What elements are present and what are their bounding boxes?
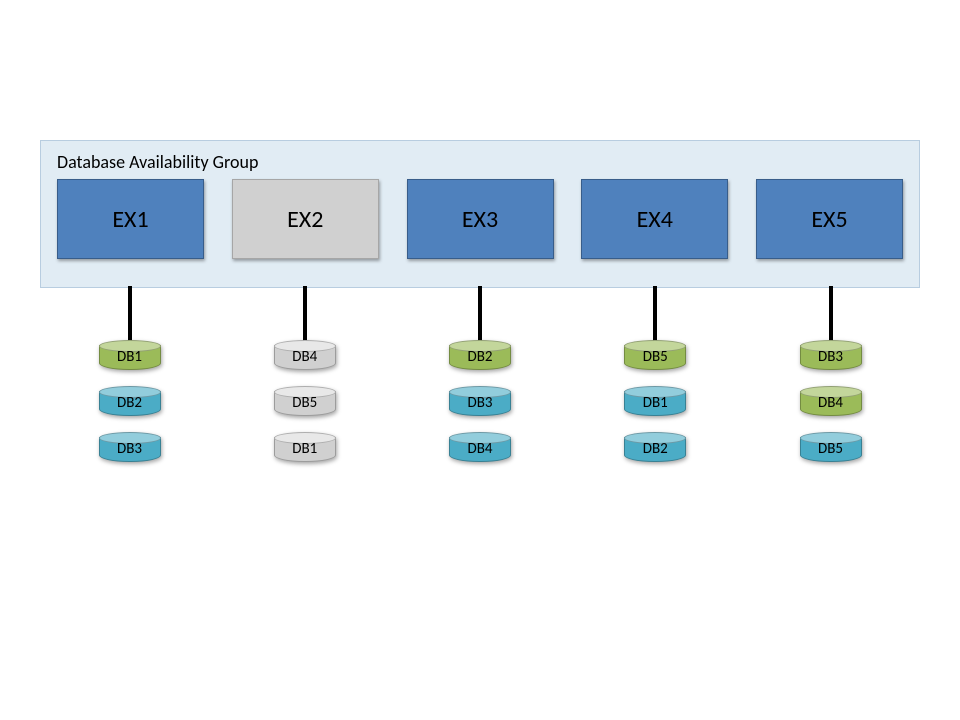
server-label: EX2 xyxy=(287,205,323,234)
database-cylinder: DB5 xyxy=(624,340,686,370)
db-stack-ex3: DB2 DB3 DB4 xyxy=(449,340,511,462)
server-box-ex4: EX4 xyxy=(581,179,728,259)
db-stack-ex2: DB4 DB5 DB1 xyxy=(274,340,336,462)
database-cylinder: DB1 xyxy=(99,340,161,370)
dag-container: Database Availability Group EX1 EX2 EX3 EX4… xyxy=(40,140,920,288)
database-cylinder: DB4 xyxy=(449,432,511,462)
database-label: DB3 xyxy=(449,394,511,412)
db-stack-ex5: DB3 DB4 DB5 xyxy=(800,340,862,462)
database-label: DB2 xyxy=(99,394,161,412)
server-box-ex5: EX5 xyxy=(756,179,903,259)
servers-row: EX1 EX2 EX3 EX4 EX5 xyxy=(57,179,903,259)
database-cylinder: DB3 xyxy=(99,432,161,462)
connector-line xyxy=(829,286,833,348)
database-label: DB5 xyxy=(800,440,862,458)
server-box-ex1: EX1 xyxy=(57,179,204,259)
connector-line xyxy=(303,286,307,348)
database-cylinder: DB3 xyxy=(800,340,862,370)
database-cylinder: DB4 xyxy=(800,386,862,416)
server-box-ex3: EX3 xyxy=(407,179,554,259)
database-label: DB1 xyxy=(274,440,336,458)
server-label: EX5 xyxy=(811,205,847,234)
database-label: DB5 xyxy=(274,394,336,412)
database-cylinder: DB2 xyxy=(624,432,686,462)
dag-title: Database Availability Group xyxy=(57,151,903,173)
database-label: DB3 xyxy=(99,440,161,458)
database-label: DB4 xyxy=(449,440,511,458)
server-box-ex2: EX2 xyxy=(232,179,379,259)
database-label: DB2 xyxy=(449,348,511,366)
db-stack-ex1: DB1 DB2 DB3 xyxy=(99,340,161,462)
database-label: DB1 xyxy=(99,348,161,366)
database-label: DB4 xyxy=(274,348,336,366)
database-cylinder: DB2 xyxy=(449,340,511,370)
database-cylinder: DB5 xyxy=(274,386,336,416)
db-stack-ex4: DB5 DB1 DB2 xyxy=(624,340,686,462)
database-cylinder: DB4 xyxy=(274,340,336,370)
server-label: EX1 xyxy=(112,205,148,234)
database-cylinder: DB1 xyxy=(624,386,686,416)
database-label: DB5 xyxy=(624,348,686,366)
connector-line xyxy=(478,286,482,348)
server-label: EX3 xyxy=(462,205,498,234)
database-label: DB3 xyxy=(800,348,862,366)
connector-line xyxy=(128,286,132,348)
database-cylinder: DB1 xyxy=(274,432,336,462)
database-cylinder: DB2 xyxy=(99,386,161,416)
server-label: EX4 xyxy=(637,205,673,234)
database-label: DB1 xyxy=(624,394,686,412)
database-cylinder: DB5 xyxy=(800,432,862,462)
connector-line xyxy=(653,286,657,348)
database-cylinder: DB3 xyxy=(449,386,511,416)
database-label: DB4 xyxy=(800,394,862,412)
database-label: DB2 xyxy=(624,440,686,458)
